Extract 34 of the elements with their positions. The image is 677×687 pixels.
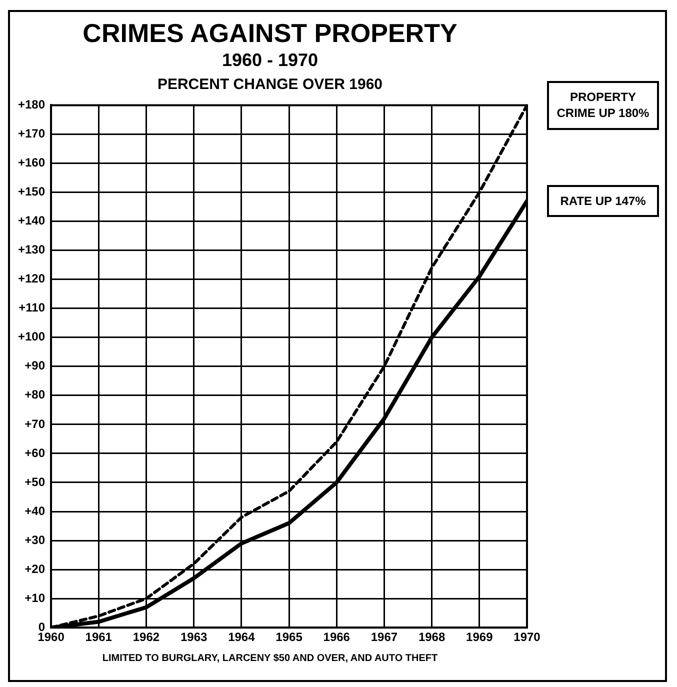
x-tick-label: 1967 [370,630,398,644]
y-tick-label: +30 [24,532,46,547]
x-tick-label: 1969 [466,630,494,644]
chart-title: CRIMES AGAINST PROPERTY [82,18,458,49]
y-tick-label: +90 [24,358,46,373]
y-tick-label: +80 [24,388,46,402]
annotation: RATE UP 147% [547,184,659,218]
y-tick-label: +120 [18,272,46,286]
y-tick-label: +50 [24,474,46,489]
x-tick-label: 1970 [514,630,541,644]
x-tick-label: 1964 [228,630,256,644]
y-tick-label: +150 [18,184,46,199]
chart-subtitle: 1960 - 1970 [220,50,320,71]
y-tick-label: +100 [18,330,46,344]
y-tick-label: +160 [18,156,46,170]
y-tick-label: +70 [24,416,46,431]
x-tick-label: 1963 [180,630,208,644]
y-tick-label: +10 [24,590,46,605]
y-tick-label: +140 [18,214,46,228]
y-tick-label: +130 [18,242,46,257]
x-tick-label: 1965 [276,630,303,644]
y-tick-label: +110 [18,300,46,315]
y-tick-label: +20 [24,562,46,576]
y-tick-label: +180 [18,98,46,112]
x-tick-label: 1966 [323,630,350,644]
annotation: PROPERTY CRIME UP 180% [547,81,659,130]
text: LIMITED TO BURGLARY, LARCENY $50 AND OVER, AND AUTO THEFT [101,653,439,664]
y-tick-label: +170 [18,126,46,141]
x-tick-label: 1968 [418,630,446,644]
y-tick-label: +40 [24,504,46,518]
x-tick-label: 1961 [85,630,112,644]
y-tick-label: +60 [24,446,46,460]
y-axis-title: PERCENT CHANGE OVER 1960 [156,76,384,93]
x-tick-label: 1962 [132,630,160,644]
